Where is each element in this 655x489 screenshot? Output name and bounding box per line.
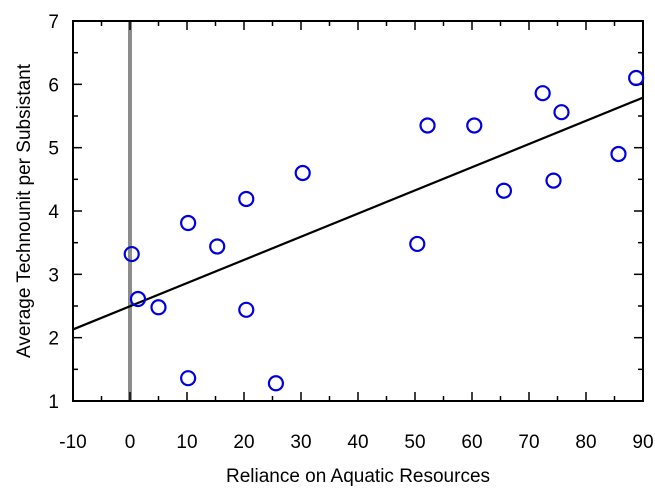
x-tick-label: 70 — [518, 432, 539, 453]
x-axis-title: Reliance on Aquatic Resources — [226, 466, 490, 487]
data-point — [150, 299, 167, 316]
data-point — [294, 164, 311, 182]
x-tick-label: 60 — [461, 432, 482, 453]
y-tick-label: 2 — [48, 329, 59, 350]
x-tick-label: 10 — [176, 432, 197, 453]
data-points — [123, 69, 645, 392]
y-tick-label: 4 — [48, 202, 59, 223]
y-tick-label: 5 — [48, 139, 59, 160]
vertical-reference-line — [128, 21, 132, 401]
y-axis-title: Average Technounit per Subsistant — [14, 63, 35, 358]
x-tick-label: 20 — [233, 432, 254, 453]
data-point — [180, 214, 197, 232]
x-tick-label: 50 — [404, 432, 425, 453]
axis-ticks — [72, 20, 644, 402]
data-point — [238, 190, 255, 208]
data-point — [553, 104, 570, 121]
x-tick-label: 80 — [575, 432, 596, 453]
data-point — [610, 145, 627, 163]
data-point — [545, 172, 562, 189]
x-tick-label: 90 — [632, 432, 653, 453]
x-tick-label: 0 — [125, 432, 136, 453]
tick-labels: -10 0 10 20 30 40 50 60 70 80 90 1 2 3 4 5 6 7 — [48, 12, 653, 453]
y-tick-label: 6 — [48, 75, 59, 96]
data-point — [495, 182, 513, 199]
y-tick-label: 3 — [48, 265, 59, 286]
data-point — [466, 117, 483, 134]
data-point — [419, 117, 436, 134]
data-point — [409, 235, 426, 253]
data-point — [123, 245, 140, 263]
data-point — [534, 85, 551, 102]
x-tick-label: -10 — [59, 432, 86, 453]
data-point — [180, 370, 197, 387]
data-point — [628, 69, 645, 87]
vertical-reference-line-layer — [128, 21, 132, 401]
data-point — [267, 375, 285, 392]
trend-line-layer — [72, 96, 644, 331]
data-point — [238, 301, 255, 318]
y-tick-label: 1 — [48, 392, 59, 413]
data-point — [209, 238, 226, 255]
y-tick-label: 7 — [48, 12, 59, 33]
trend-line — [72, 96, 644, 331]
plot-frame — [72, 20, 644, 402]
x-tick-label: 30 — [290, 432, 311, 453]
data-point — [129, 290, 147, 308]
x-tick-label: 40 — [347, 432, 368, 453]
